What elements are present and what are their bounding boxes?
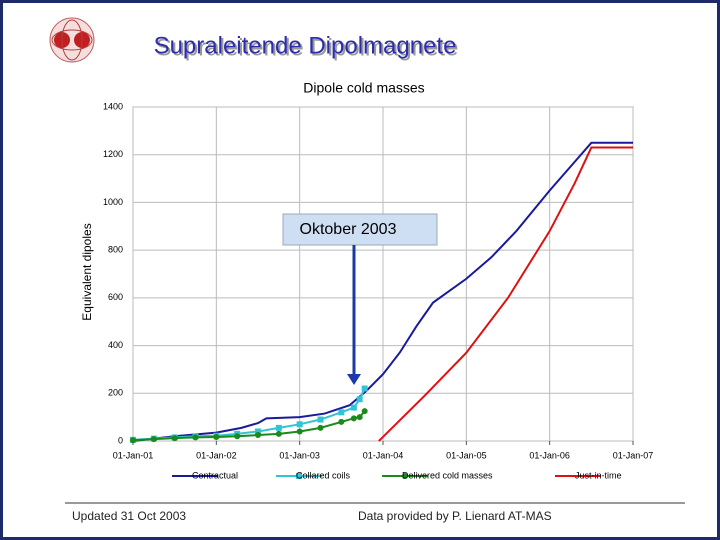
x-tick-label: 01-Jan-01 (113, 450, 154, 460)
annotation-box (282, 213, 438, 246)
marker (192, 434, 199, 441)
marker (234, 433, 241, 440)
slide-title: Supraleitende Dipolmagnete (154, 32, 457, 59)
marker (275, 430, 282, 437)
marker (317, 416, 324, 423)
marker (296, 428, 303, 435)
series-line (132, 141, 633, 442)
marker (350, 404, 357, 411)
legend-label: Collared coils (296, 470, 351, 480)
marker (130, 437, 136, 444)
x-tick-label: 01-Jan-03 (279, 450, 320, 460)
marker (356, 396, 363, 403)
marker (275, 424, 282, 431)
marker (338, 409, 345, 416)
y-tick-label: 600 (108, 292, 123, 302)
x-tick-label: 01-Jan-02 (196, 450, 237, 460)
x-tick-label: 01-Jan-06 (529, 450, 570, 460)
marker (356, 414, 363, 421)
y-tick-label: 1000 (103, 197, 123, 207)
legend-label: Contractual (192, 470, 238, 480)
marker (350, 415, 357, 422)
x-tick-label: 01-Jan-05 (446, 450, 487, 460)
marker (317, 424, 324, 431)
marker (361, 408, 368, 415)
marker (296, 421, 303, 428)
annotation-arrowhead (347, 374, 361, 385)
series-line (378, 146, 633, 442)
marker (255, 432, 261, 439)
y-tick-label: 0 (118, 435, 123, 445)
legend-marker (296, 473, 302, 479)
marker (213, 433, 220, 440)
y-tick-label: 400 (108, 340, 123, 350)
marker (171, 435, 178, 442)
logo (49, 17, 95, 63)
footer-right: Data provided by P. Lienard AT-MAS (358, 509, 552, 523)
marker (338, 418, 345, 425)
legend-marker (402, 473, 408, 479)
legend-label: Delivered cold masses (402, 470, 493, 480)
legend-label: Just-in-time (575, 470, 622, 480)
marker (255, 428, 261, 435)
y-axis-label: Equivalent dipoles (80, 223, 94, 320)
x-tick-label: 01-Jan-04 (363, 450, 404, 460)
y-tick-label: 200 (108, 388, 123, 398)
chart-title: Dipole cold masses (303, 80, 424, 96)
annotation: Oktober 2003 (300, 221, 397, 238)
slide-title-shadow: Supraleitende Dipolmagnete (156, 34, 459, 61)
x-tick-label: 01-Jan-07 (613, 450, 654, 460)
y-tick-label: 1200 (103, 149, 123, 159)
y-tick-label: 1400 (103, 101, 123, 111)
marker (150, 436, 157, 443)
y-tick-label: 800 (108, 245, 123, 255)
footer-left: Updated 31 Oct 2003 (72, 509, 186, 523)
marker (361, 385, 368, 392)
